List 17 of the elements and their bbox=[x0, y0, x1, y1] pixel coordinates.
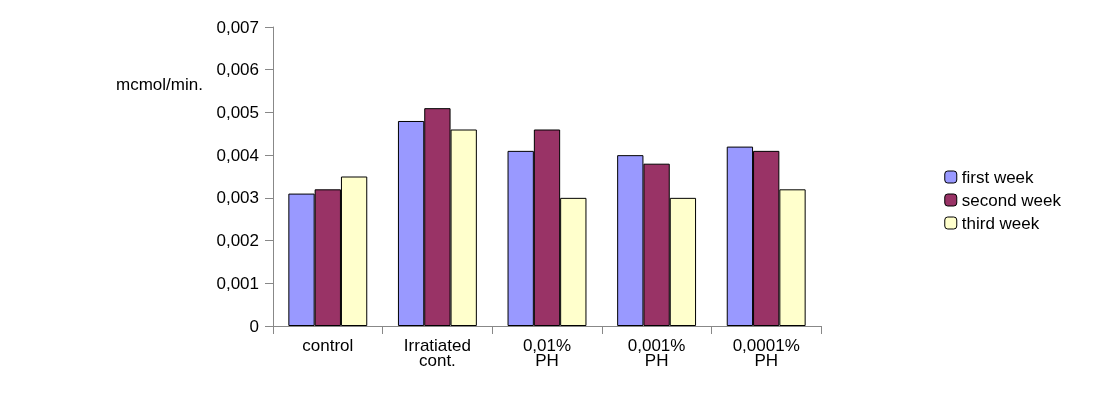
y-tick-label: 0,007 bbox=[216, 17, 259, 37]
legend-label: first week bbox=[961, 167, 1035, 187]
y-tick-label: 0 bbox=[249, 316, 259, 336]
y-axis-title: mcmol/min. bbox=[116, 75, 203, 94]
x-tick-label: 0,001% PH bbox=[627, 336, 686, 370]
y-tick-label: 0,003 bbox=[216, 188, 259, 208]
x-tick-label: 0,01% PH bbox=[522, 336, 572, 370]
x-tick-label: control bbox=[302, 336, 354, 355]
y-tick-label: 0,001 bbox=[216, 273, 259, 293]
legend-label: third week bbox=[961, 213, 1040, 233]
y-tick-label: 0,004 bbox=[216, 145, 259, 165]
legend-label: second week bbox=[961, 190, 1062, 210]
y-tick-label: 0,006 bbox=[216, 60, 259, 80]
x-tick-label: 0,0001% PH bbox=[732, 336, 800, 370]
y-tick-label: 0,002 bbox=[216, 231, 259, 251]
x-tick-label: Irratiated cont. bbox=[403, 336, 471, 370]
y-tick-label: 0,005 bbox=[216, 102, 259, 122]
